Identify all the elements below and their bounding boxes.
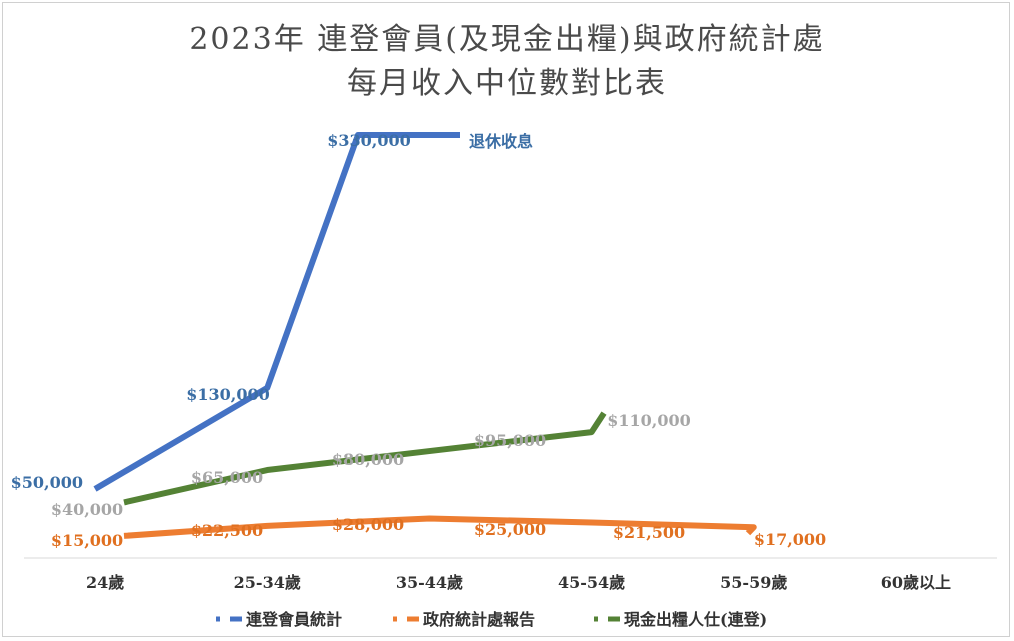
series-line-2 — [123, 411, 607, 506]
legend-label: 連登會員統計 — [246, 610, 342, 629]
data-label: $65,000 — [191, 468, 263, 487]
x-tick-label: 55-59歲 — [720, 573, 787, 592]
data-label: 退休收息 — [469, 132, 533, 151]
chart-subtitle: 每月收入中位數對比表 — [347, 66, 667, 101]
x-tick-label: 35-44歲 — [396, 573, 463, 592]
x-tick-label: 24歲 — [86, 573, 124, 592]
legend-label: 政府統計處報告 — [423, 610, 535, 629]
data-label: $15,000 — [51, 531, 123, 550]
x-tick-label: 60歲以上 — [881, 573, 951, 592]
series-line-0 — [93, 132, 460, 492]
data-label: $40,000 — [51, 500, 123, 519]
data-label: $28,000 — [332, 515, 404, 534]
data-label: $95,000 — [474, 431, 546, 450]
chart-title: 2023年 連登會員(及現金出糧)與政府統計處 — [189, 22, 825, 57]
data-label: $21,500 — [613, 523, 685, 542]
data-label: $330,000 — [327, 131, 411, 150]
legend-label: 現金出糧人仕(連登) — [624, 610, 767, 629]
data-label: $110,000 — [607, 411, 691, 430]
data-label: $80,000 — [332, 450, 404, 469]
x-tick-label: 45-54歲 — [558, 573, 625, 592]
data-label: $17,000 — [754, 530, 826, 549]
series-line-1 — [123, 515, 757, 539]
data-label: $22,500 — [191, 521, 263, 540]
data-label: $25,000 — [474, 520, 546, 539]
x-tick-label: 25-34歲 — [234, 573, 301, 592]
data-label: $130,000 — [186, 385, 270, 404]
data-label: $50,000 — [11, 473, 83, 492]
